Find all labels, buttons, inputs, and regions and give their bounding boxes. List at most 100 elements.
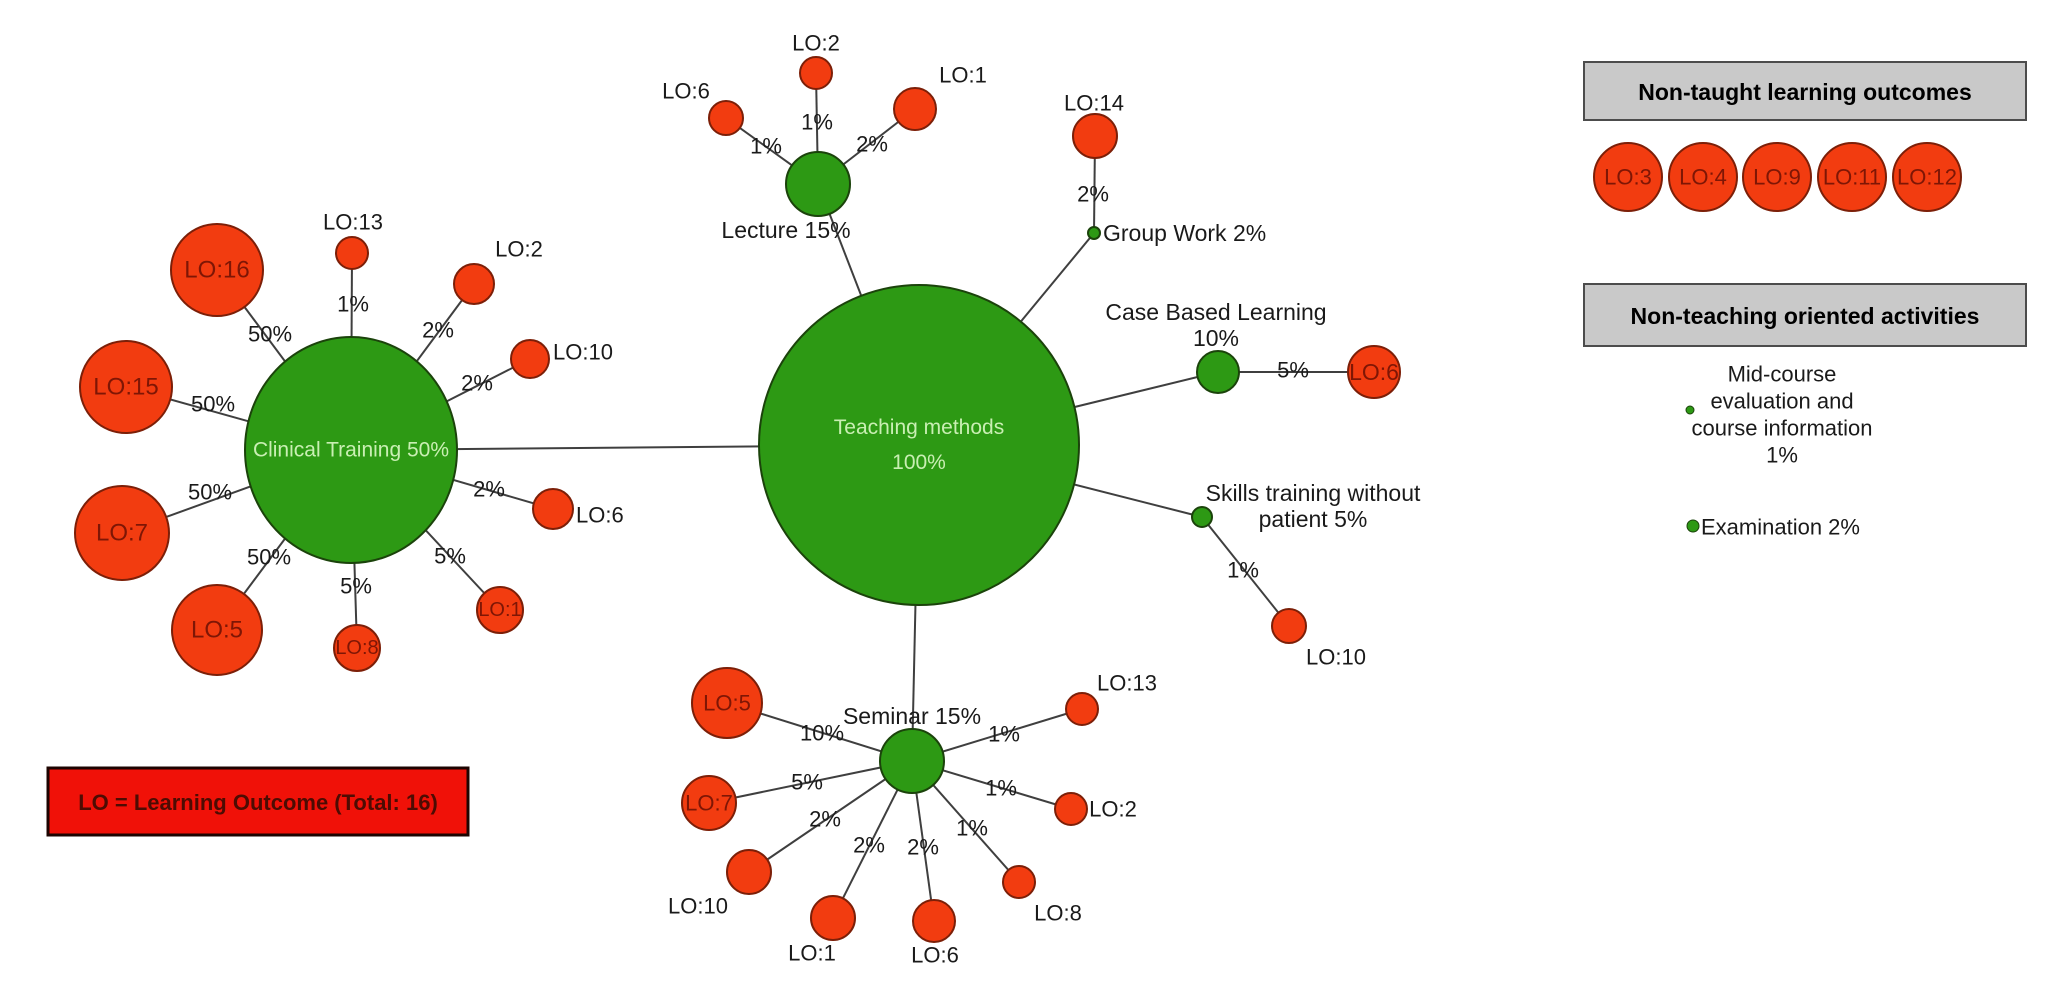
node-ext-label-lec-lo6: LO:6 (662, 79, 710, 104)
node-sem-lo5 (691, 667, 763, 739)
edge-label-seminar-sem-lo6: 2% (907, 835, 939, 860)
node-sem-lo2 (1054, 792, 1088, 826)
edge-label-lecture-lec-lo2: 1% (801, 110, 833, 135)
edge-label-seminar-sem-lo2: 1% (985, 776, 1017, 801)
node-inner-label-cbl-lo6: LO:6 (1349, 359, 1399, 385)
non-teaching-panel-header-title: Non-teaching oriented activities (1631, 303, 1980, 329)
edge-label-clinical-ct-lo10: 2% (461, 371, 493, 396)
node-cbl-lo6 (1347, 345, 1401, 399)
node-inner-label-teaching: 100% (892, 451, 946, 474)
node-ct-lo1 (476, 586, 524, 634)
node-sem-lo10 (726, 849, 772, 895)
edge-label-clinical-ct-lo7: 50% (188, 480, 232, 505)
non-taught-circle-LO:3 (1593, 142, 1663, 212)
node-ext-label-cbl: Case Based Learning (1105, 299, 1326, 325)
node-ct-lo8 (333, 624, 381, 672)
node-ext-label-lec-lo1: LO:1 (939, 63, 987, 88)
non-teaching-item-dot-0 (1685, 405, 1695, 415)
node-inner-label-ct-lo5: LO:5 (191, 617, 243, 644)
non-taught-circle-label-LO:11: LO:11 (1823, 165, 1881, 190)
non-teaching-panel-header-box (1583, 283, 2027, 347)
node-clinical (244, 336, 458, 564)
node-inner-label-ct-lo7: LO:7 (96, 520, 148, 547)
node-inner-label-clinical: Clinical Training 50% (253, 439, 449, 462)
node-ext-label-sem-lo10: LO:10 (668, 894, 728, 919)
edge-label-clinical-ct-lo16: 50% (248, 322, 292, 347)
node-ext-label-lec-lo2: LO:2 (792, 31, 840, 56)
node-ext-label-cbl: 10% (1193, 325, 1239, 351)
node-ext-label-skills: patient 5% (1259, 506, 1368, 532)
node-lec-lo6 (708, 100, 744, 136)
nodes-layer (74, 56, 1401, 943)
node-skills (1191, 506, 1213, 528)
node-teaching (758, 284, 1080, 606)
non-taught-panel-header-box (1583, 61, 2027, 121)
node-ext-label-ct-lo6: LO:6 (576, 503, 624, 528)
node-ext-label-ct-lo10: LO:10 (553, 340, 613, 365)
legend-box (46, 766, 470, 837)
edge-label-groupwork-gw-lo14: 2% (1077, 182, 1109, 207)
node-lec-lo2 (799, 56, 833, 90)
non-taught-circle-label-LO:4: LO:4 (1679, 165, 1727, 190)
node-ct-lo16 (170, 223, 264, 317)
edge-label-clinical-ct-lo5: 50% (247, 545, 291, 570)
node-sem-lo6 (912, 899, 956, 943)
node-sem-lo13 (1065, 692, 1099, 726)
node-inner-label-ct-lo8: LO:8 (335, 637, 378, 659)
edge-label-clinical-ct-lo15: 50% (191, 392, 235, 417)
non-teaching-item-dot-1 (1686, 519, 1700, 533)
non-taught-circle-label-LO:3: LO:3 (1604, 165, 1652, 190)
edge-seminar-sem-lo7 (708, 760, 913, 804)
non-teaching-item-text-1: Examination 2% (1701, 515, 1860, 540)
edge-label-clinical-ct-lo6: 2% (473, 477, 505, 502)
node-ct-lo7 (74, 485, 170, 581)
non-taught-panel-header-title: Non-taught learning outcomes (1638, 79, 1972, 105)
node-ext-label-gw-lo14: LO:14 (1064, 91, 1124, 116)
node-ct-lo6 (532, 488, 574, 530)
node-ext-label-ct-lo2: LO:2 (495, 237, 543, 262)
edge-label-clinical-ct-lo8: 5% (340, 574, 372, 599)
non-taught-circle-LO:4 (1668, 142, 1738, 212)
non-taught-circle-LO:9 (1742, 142, 1812, 212)
node-sk-lo10 (1271, 608, 1307, 644)
edge-label-clinical-ct-lo1: 5% (434, 544, 466, 569)
node-ext-label-sem-lo8: LO:8 (1034, 901, 1082, 926)
edge-label-lecture-lec-lo6: 1% (750, 134, 782, 159)
node-ext-label-sem-lo1: LO:1 (788, 941, 836, 966)
non-taught-circle-label-LO:9: LO:9 (1753, 165, 1801, 190)
edge-label-lecture-lec-lo1: 2% (856, 132, 888, 157)
non-teaching-item-text-0: Mid-course (1728, 362, 1837, 387)
edge-label-seminar-sem-lo7: 5% (791, 770, 823, 795)
edge-label-seminar-sem-lo10: 2% (809, 807, 841, 832)
non-taught-circle-label-LO:12: LO:12 (1897, 165, 1957, 190)
non-teaching-item-text-0: 1% (1766, 443, 1798, 468)
node-ext-label-lecture: Lecture 15% (721, 217, 850, 243)
node-groupwork (1087, 226, 1101, 240)
node-gw-lo14 (1072, 113, 1118, 159)
node-sem-lo7 (681, 775, 737, 831)
edge-label-seminar-sem-lo8: 1% (956, 816, 988, 841)
edge-skills-sk-lo10 (1201, 516, 1290, 627)
legend-text: LO = Learning Outcome (Total: 16) (78, 790, 438, 815)
edge-label-seminar-sem-lo1: 2% (853, 833, 885, 858)
non-teaching-item-text-0: course information (1692, 416, 1873, 441)
node-lecture (785, 151, 851, 217)
labels-layer: 50% 1% 2% 50% 2% 50% 2% 50% 5% 5% 1% 1% 2% 2% 5% 1% 10% 5… (93, 31, 1421, 968)
panels-layer: Non-taught learning outcomes LO:3 LO:4 LO:9… (46, 61, 2027, 837)
node-ext-label-groupwork: Group Work 2% (1103, 220, 1266, 246)
node-ct-lo5 (171, 584, 263, 676)
non-teaching-item-text-0: evaluation and (1710, 389, 1853, 414)
edge-label-seminar-sem-lo13: 1% (988, 722, 1020, 747)
edge-label-seminar-sem-lo5: 10% (800, 721, 844, 746)
node-ct-lo13 (335, 236, 369, 270)
node-ext-label-sem-lo13: LO:13 (1097, 671, 1157, 696)
node-ct-lo15 (79, 340, 173, 434)
edge-label-cbl-cbl-lo6: 5% (1277, 358, 1309, 383)
node-sem-lo8 (1002, 865, 1036, 899)
node-lec-lo1 (893, 87, 937, 131)
node-ct-lo2 (453, 263, 495, 305)
node-ext-label-ct-lo13: LO:13 (323, 210, 383, 235)
node-seminar (879, 728, 945, 794)
